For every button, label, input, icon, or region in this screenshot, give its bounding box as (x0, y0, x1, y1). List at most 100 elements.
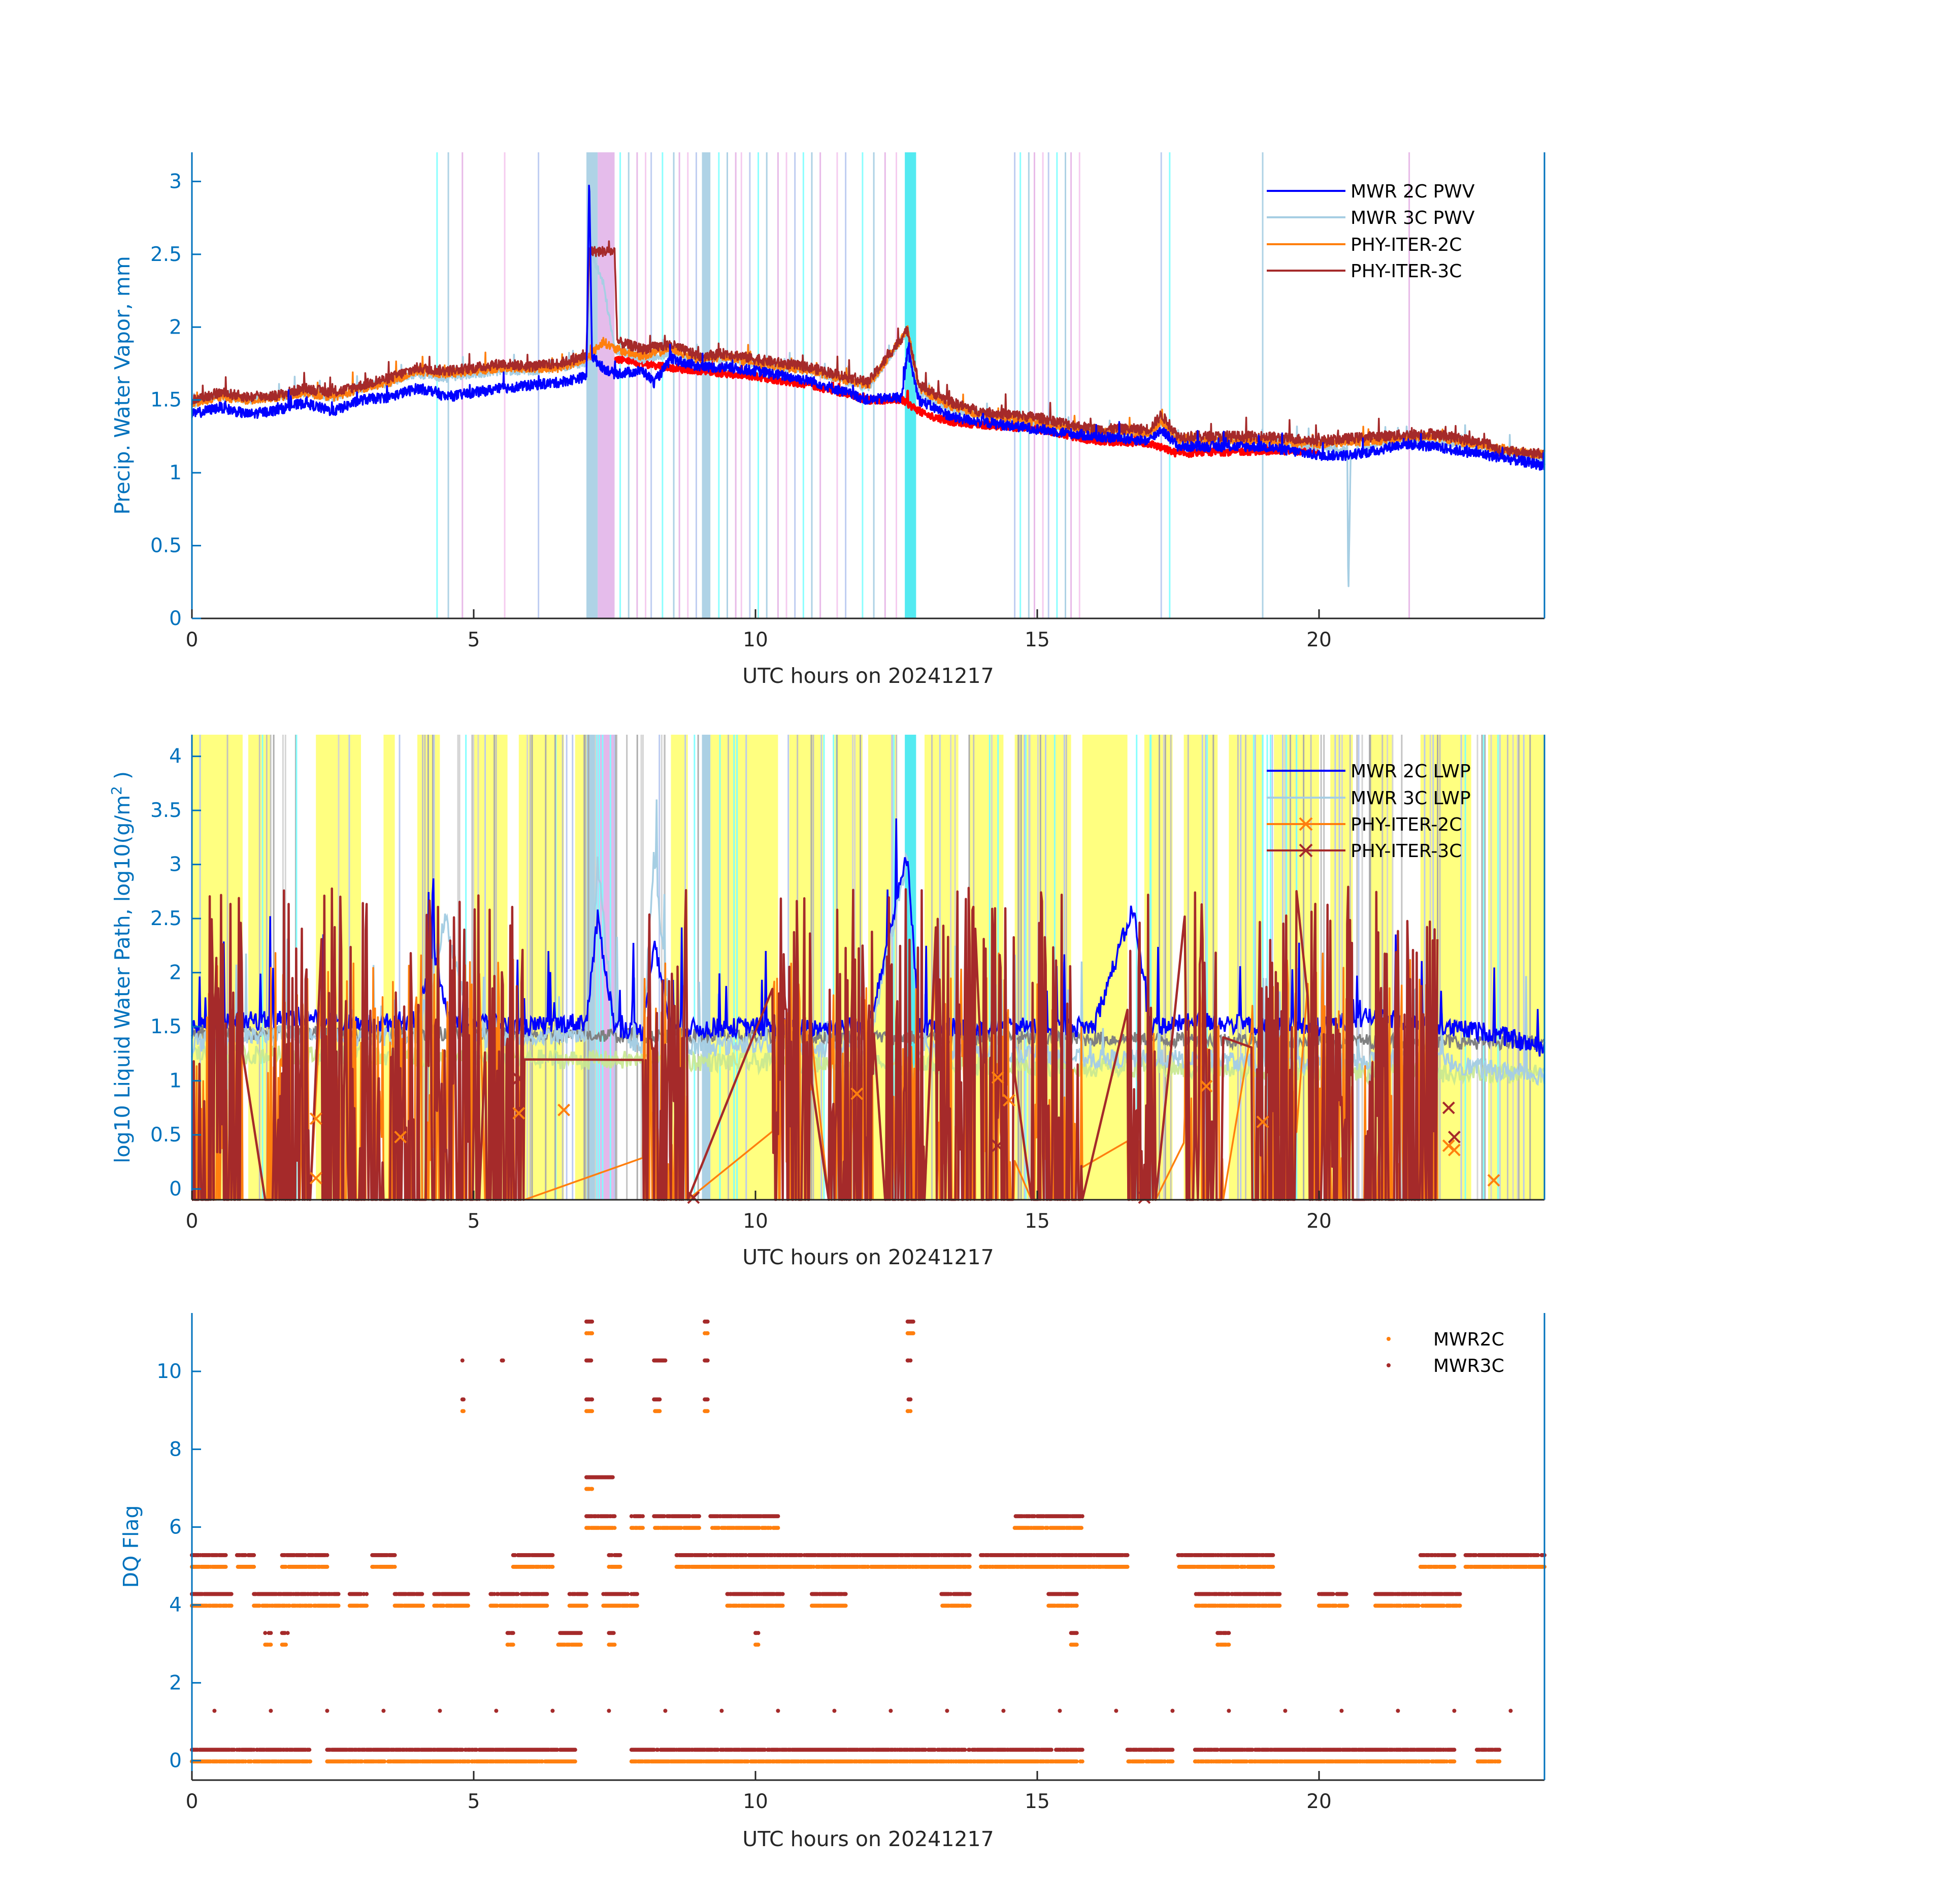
quality-shade-band (905, 152, 916, 618)
dq-point-mwr2c (697, 1526, 701, 1530)
dq-point-mwr2c (776, 1526, 780, 1530)
quality-shade-band (1082, 735, 1128, 1200)
dq-point-mwr2c (550, 1564, 555, 1569)
dq-point-mwr2c (284, 1643, 288, 1647)
y-tick-label: 0 (169, 1178, 182, 1201)
dq-point-mwr2c (1080, 1759, 1084, 1764)
x-tick-label: 10 (743, 629, 768, 651)
dq-point-mwr2c (257, 1603, 262, 1608)
dq-point-mwr2c (243, 1759, 248, 1764)
dq-point-mwr2c (612, 1526, 617, 1530)
pwv-series-lines (191, 184, 1545, 587)
y-tick-label: 1.5 (150, 389, 182, 412)
x-tick-label: 15 (1025, 629, 1050, 651)
y-tick-label: 0.5 (150, 535, 182, 557)
dq-point-mwr3c (780, 1592, 785, 1596)
dq-flag-points (190, 1319, 1546, 1764)
quality-shade-band (598, 152, 615, 618)
dq-point-mwr3c (1283, 1709, 1288, 1713)
dq-point-mwr2c (1417, 1603, 1421, 1608)
legend-label-mwr-2c-pwv: MWR 2C PWV (1351, 181, 1475, 202)
dq-point-mwr2c (780, 1603, 785, 1608)
dq-point-mwr3c (550, 1709, 555, 1713)
y-tick-label: 2 (169, 962, 182, 984)
quality-shade-band (702, 735, 711, 1200)
dq-point-mwr3c (1074, 1631, 1079, 1635)
quality-shade-band (702, 152, 711, 618)
dq-point-mwr2c (1497, 1759, 1502, 1764)
dq-point-mwr3c (269, 1631, 273, 1635)
legend-label-phy-iter-2c-lwp: PHY-ITER-2C (1351, 814, 1462, 835)
lwp-y-axis-label-sup: 2 (108, 786, 125, 795)
dq-point-mwr2c (756, 1643, 761, 1647)
dq-point-mwr3c (1508, 1709, 1513, 1713)
dq-point-mwr2c (359, 1759, 364, 1764)
dq-point-mwr2c (1074, 1643, 1079, 1647)
dq-point-mwr2c (1345, 1603, 1349, 1608)
dq-point-mwr2c (1452, 1564, 1457, 1569)
dq-point-mwr2c (1228, 1759, 1232, 1764)
x-marker-phy-iter-2c (1200, 1079, 1213, 1093)
dq-point-mwr2c (1170, 1759, 1175, 1764)
dq-point-mwr3c (1339, 1709, 1344, 1713)
x-marker-phy-iter-3c (687, 1191, 700, 1204)
x-tick-label: 20 (1306, 629, 1332, 651)
y-tick-label: 2 (169, 316, 182, 339)
dq-point-mwr2c (1141, 1759, 1146, 1764)
dq-point-mwr2c (908, 1409, 913, 1414)
x-marker-phy-iter-2c (309, 1112, 322, 1125)
dq-point-mwr2c (325, 1564, 330, 1569)
dq-point-mwr3c (516, 1592, 520, 1596)
dq-point-mwr3c (1344, 1592, 1348, 1596)
dq-point-mwr3c (1170, 1709, 1175, 1713)
dq-point-mwr2c (641, 1526, 645, 1530)
dq-point-mwr3c (285, 1631, 290, 1635)
dq-point-mwr2c (573, 1759, 577, 1764)
dq-point-mwr2c (495, 1603, 500, 1608)
dq-point-mwr2c (1277, 1603, 1282, 1608)
x-marker-phy-iter-2c (850, 1087, 864, 1100)
dq-point-mwr3c (776, 1709, 780, 1713)
lwp-x-axis-label: UTC hours on 20241217 (742, 1245, 994, 1269)
dq-point-mwr2c (1125, 1564, 1130, 1569)
dq-point-mwr2c (252, 1564, 256, 1569)
dq-point-mwr3c (1058, 1709, 1062, 1713)
dq-point-mwr2c (511, 1643, 515, 1647)
dq-point-mwr2c (1074, 1759, 1079, 1764)
dq-point-mwr3c (1396, 1709, 1400, 1713)
dq-point-mwr3c (365, 1592, 369, 1596)
dq-point-mwr3c (545, 1592, 549, 1596)
dq-point-mwr3c (1227, 1631, 1231, 1635)
dq-point-mwr2c (1227, 1643, 1231, 1647)
y-tick-label: 4 (169, 745, 182, 768)
dq-point-mwr2c (705, 1409, 710, 1414)
dq-point-mwr2c (911, 1331, 915, 1335)
dq-point-mwr3c (381, 1709, 386, 1713)
dq-point-mwr2c (308, 1759, 313, 1764)
dq-point-mwr2c (590, 1409, 595, 1414)
x-marker-phy-iter-2c (309, 1171, 322, 1185)
dq-point-mwr2c (746, 1759, 750, 1764)
dq-point-mwr2c (1427, 1759, 1431, 1764)
y-tick-label: 3 (169, 853, 182, 876)
dq-point-mwr2c (392, 1564, 397, 1569)
dq-point-mwr3c (756, 1631, 761, 1635)
x-tick-label: 10 (743, 1210, 768, 1233)
x-marker-phy-iter-2c (394, 1131, 407, 1143)
dq-point-mwr2c (336, 1603, 341, 1608)
x-tick-label: 0 (186, 629, 199, 651)
quality-shade-band (598, 735, 615, 1200)
x-marker-phy-iter-2c (1256, 1115, 1269, 1129)
dq-point-mwr3c (1497, 1748, 1502, 1752)
dq-point-mwr2c (1163, 1759, 1167, 1764)
dq-point-mwr3c (967, 1592, 972, 1596)
dq-point-mwr3c (466, 1592, 470, 1596)
dq-point-mwr2c (967, 1603, 972, 1608)
dq-point-mwr2c (462, 1409, 466, 1414)
x-marker-phy-iter-3c (1442, 1101, 1455, 1114)
lwp-y-axis-label-main: log10 Liquid Water Path, log10(g/m (110, 795, 135, 1163)
